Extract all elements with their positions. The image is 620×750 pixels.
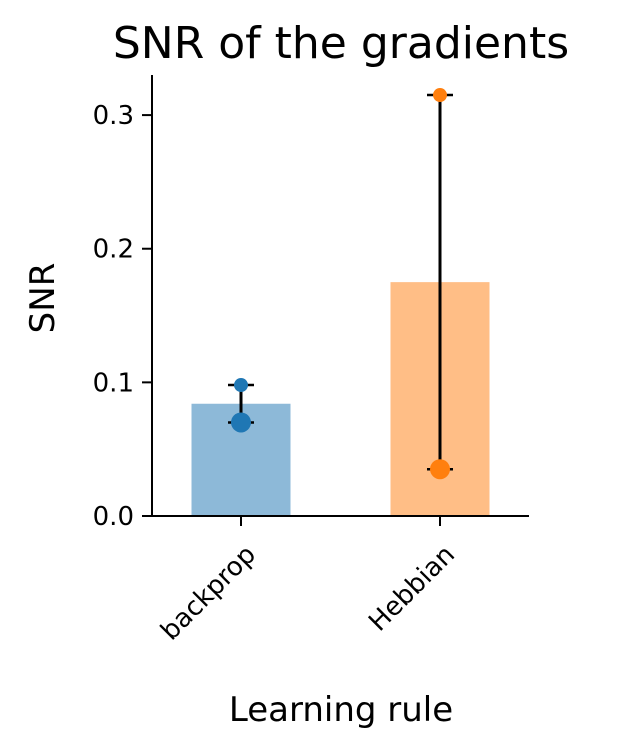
y-tick-label: 0.0 — [93, 502, 134, 532]
point-backprop-1 — [234, 378, 248, 393]
y-tick-label: 0.2 — [93, 235, 134, 265]
x-ticks: backprop Hebbian — [155, 516, 461, 646]
bars-layer — [191, 282, 490, 516]
chart-title: SNR of the gradients — [113, 18, 569, 69]
y-axis-label: SNR — [23, 263, 63, 334]
points-layer — [231, 88, 450, 480]
point-hebbian-2 — [430, 459, 450, 480]
x-tick-label-backprop: backprop — [155, 540, 262, 647]
x-axis-label: Learning rule — [229, 690, 453, 730]
y-tick-label: 0.1 — [93, 368, 134, 398]
y-ticks: 0.0 0.1 0.2 0.3 — [93, 101, 152, 532]
point-backprop-2 — [231, 412, 251, 433]
point-hebbian-1 — [433, 88, 447, 103]
y-tick-label: 0.3 — [93, 101, 134, 131]
x-tick-label-hebbian: Hebbian — [363, 540, 461, 638]
